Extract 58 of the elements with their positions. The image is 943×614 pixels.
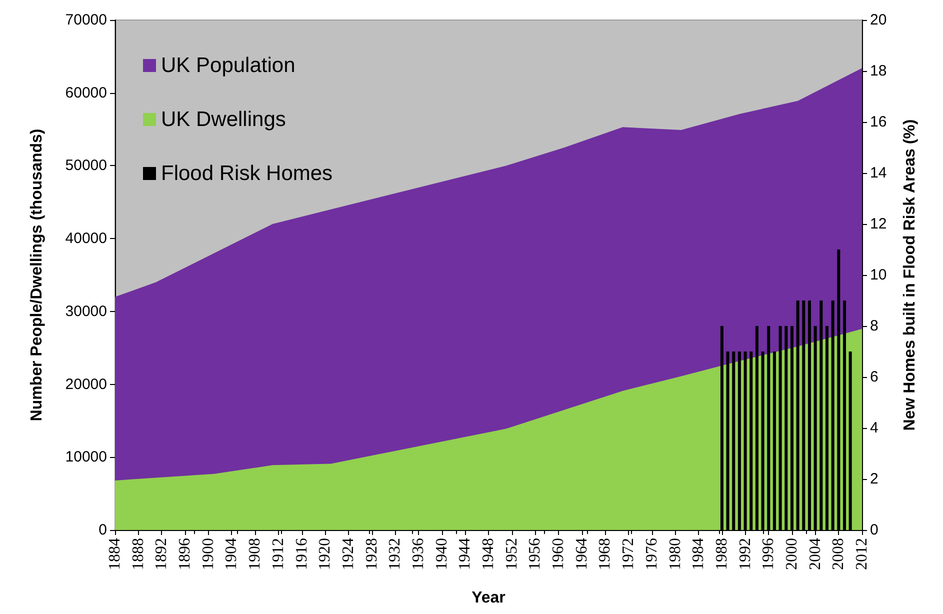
x-tick-label: 1908 — [246, 538, 264, 570]
x-tick-label: 1968 — [596, 538, 614, 570]
y2-tick-label: 2 — [870, 470, 878, 488]
x-tick-label: 1896 — [176, 538, 194, 570]
y2-tick-label: 10 — [870, 266, 887, 284]
x-tick-label: 1904 — [223, 538, 240, 570]
legend-label: UK Dwellings — [161, 108, 286, 131]
y-tick-label: 30000 — [65, 302, 107, 320]
x-tick-label: 1952 — [503, 538, 520, 570]
y-tick-label: 10000 — [65, 448, 107, 466]
y2-tick-label: 18 — [870, 62, 887, 80]
y-axis-title: Number People/Dwellings (thousands) — [28, 128, 46, 422]
x-tick-label: 1984 — [690, 538, 708, 570]
x-axis-title: Year — [472, 590, 506, 606]
y-tick-label: 40000 — [65, 230, 107, 248]
x-tick-label: 1972 — [620, 538, 638, 570]
y-tick-label: 60000 — [65, 84, 107, 102]
y2-tick-label: 8 — [870, 318, 878, 334]
x-tick-label: 1940 — [433, 538, 450, 570]
y-tick-label: 0 — [98, 522, 107, 538]
x-tick-label: 1996 — [760, 538, 778, 570]
x-tick-label: 1912 — [270, 538, 287, 570]
x-tick-label: 2012 — [854, 538, 870, 570]
y2-tick-label: 6 — [870, 368, 878, 386]
x-tick-label: 1916 — [293, 538, 310, 570]
x-tick-label: 1964 — [573, 538, 590, 570]
x-tick-label: 1980 — [666, 538, 684, 570]
x-tick-label: 1932 — [386, 538, 404, 570]
x-tick-label: 2000 — [783, 538, 800, 570]
x-tick-label: 1948 — [480, 538, 497, 570]
x-tick-label: 2004 — [806, 538, 824, 570]
legend-label: Flood Risk Homes — [161, 162, 333, 185]
y2-tick-label: 20 — [870, 12, 887, 28]
y2-tick-label: 0 — [870, 522, 878, 538]
x-tick-label: 1888 — [130, 538, 147, 570]
x-tick-label: 1976 — [643, 538, 660, 570]
x-tick-label: 1892 — [153, 538, 170, 570]
legend-label: UK Population — [161, 54, 296, 77]
y2-tick-label: 12 — [870, 216, 887, 232]
y2-tick-label: 16 — [870, 114, 887, 130]
x-tick-label: 1924 — [340, 538, 357, 570]
x-tick-label: 1884 — [106, 538, 124, 570]
x-tick-label: 1936 — [410, 538, 427, 570]
x-tick-label: 1900 — [200, 538, 217, 570]
y2-axis-title: New Homes built in Flood Risk Areas (%) — [902, 119, 918, 431]
x-tick-label: 1992 — [736, 538, 754, 570]
y-tick-label: 20000 — [65, 376, 107, 393]
y2-tick-label: 14 — [870, 164, 887, 182]
x-tick-label: 1988 — [713, 538, 730, 570]
x-tick-label: 1956 — [526, 538, 544, 570]
y-tick-label: 70000 — [65, 12, 107, 28]
y2-tick-label: 4 — [870, 420, 878, 436]
x-tick-label: 1944 — [456, 538, 474, 570]
x-tick-label: 1960 — [550, 538, 568, 570]
x-tick-label: 1920 — [316, 538, 334, 570]
y-tick-label: 50000 — [65, 157, 107, 174]
x-tick-label: 2008 — [830, 538, 848, 570]
x-tick-label: 1928 — [363, 538, 380, 570]
